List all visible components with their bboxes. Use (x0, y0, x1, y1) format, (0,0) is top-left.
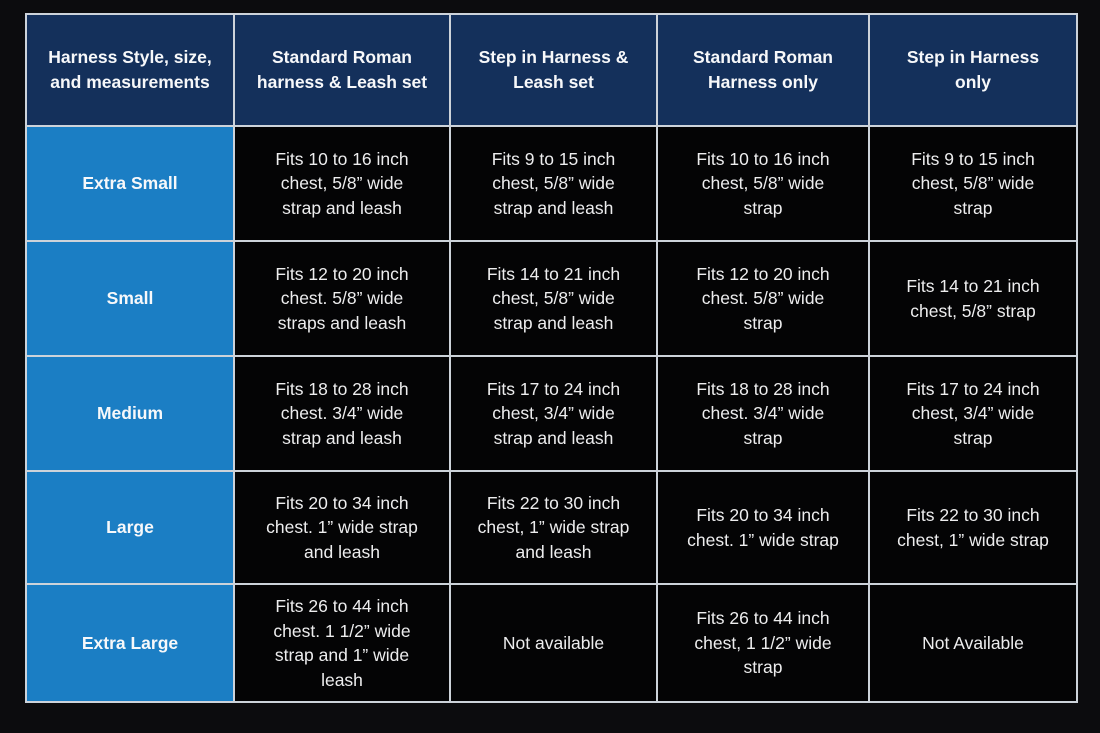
cell-extra-large-standard-roman-only: Fits 26 to 44 inch chest, 1 1/2” wide st… (658, 585, 868, 701)
cell-large-step-in-only: Fits 22 to 30 inch chest, 1” wide strap (870, 472, 1076, 583)
cell-small-step-in-set: Fits 14 to 21 inch chest, 5/8” wide stra… (451, 242, 656, 355)
cell-extra-small-standard-roman-only: Fits 10 to 16 inch chest, 5/8” wide stra… (658, 127, 868, 240)
cell-medium-standard-roman-set: Fits 18 to 28 inch chest. 3/4” wide stra… (235, 357, 449, 470)
cell-extra-large-step-in-only: Not Available (870, 585, 1076, 701)
header-step-in-harness-leash-set: Step in Harness & Leash set (451, 15, 656, 125)
cell-extra-small-step-in-only: Fits 9 to 15 inch chest, 5/8” wide strap (870, 127, 1076, 240)
cell-small-standard-roman-only: Fits 12 to 20 inch chest. 5/8” wide stra… (658, 242, 868, 355)
cell-medium-standard-roman-only: Fits 18 to 28 inch chest. 3/4” wide stra… (658, 357, 868, 470)
cell-large-standard-roman-only: Fits 20 to 34 inch chest. 1” wide strap (658, 472, 868, 583)
cell-small-standard-roman-set: Fits 12 to 20 inch chest. 5/8” wide stra… (235, 242, 449, 355)
cell-extra-small-step-in-set: Fits 9 to 15 inch chest, 5/8” wide strap… (451, 127, 656, 240)
cell-large-standard-roman-set: Fits 20 to 34 inch chest. 1” wide strap … (235, 472, 449, 583)
header-step-in-harness-only: Step in Harness only (870, 15, 1076, 125)
header-harness-style-size-measurements: Harness Style, size, and measurements (27, 15, 233, 125)
row-label-small: Small (27, 242, 233, 355)
row-label-extra-large: Extra Large (27, 585, 233, 701)
cell-small-step-in-only: Fits 14 to 21 inch chest, 5/8” strap (870, 242, 1076, 355)
row-label-medium: Medium (27, 357, 233, 470)
cell-medium-step-in-set: Fits 17 to 24 inch chest, 3/4” wide stra… (451, 357, 656, 470)
row-label-extra-small: Extra Small (27, 127, 233, 240)
header-standard-roman-harness-only: Standard Roman Harness only (658, 15, 868, 125)
cell-large-step-in-set: Fits 22 to 30 inch chest, 1” wide strap … (451, 472, 656, 583)
cell-extra-small-standard-roman-set: Fits 10 to 16 inch chest, 5/8” wide stra… (235, 127, 449, 240)
cell-medium-step-in-only: Fits 17 to 24 inch chest, 3/4” wide stra… (870, 357, 1076, 470)
header-standard-roman-harness-leash-set: Standard Roman harness & Leash set (235, 15, 449, 125)
row-label-large: Large (27, 472, 233, 583)
harness-size-chart-table: Harness Style, size, and measurements St… (25, 13, 1078, 703)
cell-extra-large-standard-roman-set: Fits 26 to 44 inch chest. 1 1/2” wide st… (235, 585, 449, 701)
cell-extra-large-step-in-set: Not available (451, 585, 656, 701)
